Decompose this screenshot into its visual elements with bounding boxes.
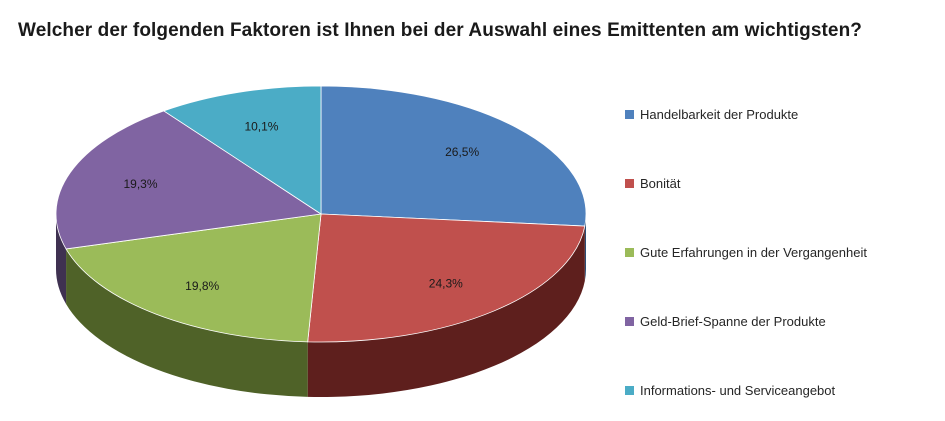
- data-label-4: 19,3%: [123, 177, 157, 191]
- data-label-3: 19,8%: [185, 279, 219, 293]
- legend-label: Gute Erfahrungen in der Vergangenheit: [640, 244, 867, 260]
- pie-slices: [55, 85, 587, 343]
- pie-slice-4: [55, 110, 323, 250]
- legend-swatch: [625, 385, 634, 395]
- legend-item: Geld-Brief-Spanne der Produkte: [625, 311, 826, 331]
- pie-slice-5: [163, 85, 322, 215]
- pie-side-3: [66, 248, 308, 397]
- pie-slice-3: [65, 213, 322, 343]
- chart-title: Welcher der folgenden Faktoren ist Ihnen…: [18, 20, 862, 41]
- legend-label: Geld-Brief-Spanne der Produkte: [640, 313, 826, 329]
- pie-slice-1: [320, 85, 587, 227]
- legend-label: Informations- und Serviceangebot: [640, 382, 836, 398]
- legend-label: Bonität: [640, 175, 681, 191]
- legend-swatch: [625, 109, 634, 119]
- pie-slice-2: [307, 213, 586, 343]
- legend-swatch: [625, 316, 634, 326]
- pie-side-4: [56, 214, 67, 304]
- legend-item: Informations- und Serviceangebot: [625, 380, 835, 400]
- legend-item: Handelbarkeit der Produkte: [625, 104, 798, 124]
- legend-label: Handelbarkeit der Produkte: [640, 106, 799, 122]
- pie-3d-sides: [56, 214, 586, 397]
- legend-swatch: [625, 247, 634, 257]
- legend-item: Gute Erfahrungen in der Vergangenheit: [625, 242, 867, 262]
- pie-side-2: [307, 226, 585, 397]
- pie-side-1: [584, 214, 586, 282]
- data-label-5: 10,1%: [244, 119, 278, 133]
- legend-swatch: [625, 178, 634, 188]
- data-label-1: 26,5%: [445, 145, 479, 159]
- legend-item: Bonität: [625, 173, 680, 193]
- pie-data-labels: 26,5% 24,3% 19,8% 19,3% 10,1%: [123, 119, 479, 293]
- data-label-2: 24,3%: [429, 277, 463, 291]
